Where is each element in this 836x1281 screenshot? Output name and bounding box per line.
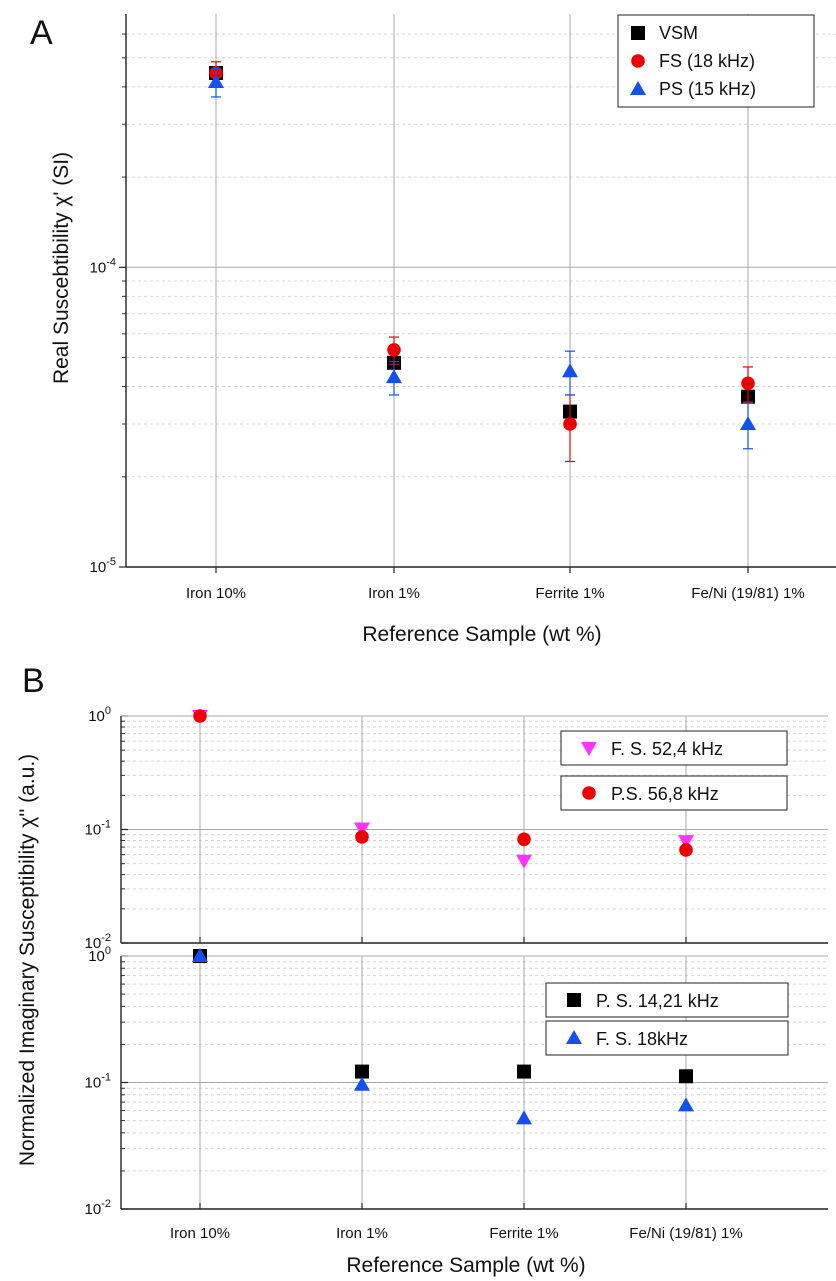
xlabel-a: Reference Sample (wt %) [362,623,601,646]
data-point [208,74,224,89]
data-point [192,948,208,962]
x-tick-label: Iron 1% [336,1225,388,1242]
data-point [563,417,577,431]
x-tick-label: Ferrite 1% [535,585,604,602]
data-point [517,832,531,847]
legend-marker [630,81,646,95]
data-point [679,843,693,857]
data-point [678,1097,694,1112]
x-tick-label: Iron 10% [170,1225,230,1242]
y-tick-label: 10-2 [85,932,111,952]
plot-panel-b-bottom: 100 10-1 10-2 Iron 10% Iron 1% Ferrite 1% Fe/N… [85,945,828,1242]
y-tick-label: 10-5 [90,556,116,576]
legend: F. S. 18kHz [545,1020,789,1056]
ylabel-a: Real Suscebtibility χ' (SI) [50,152,73,384]
y-tick-label: 10-2 [85,1198,111,1218]
legend-label: P.S. 56,8 kHz [611,784,719,804]
legend-label: F. S. 18kHz [596,1029,688,1049]
legend-marker [631,54,645,68]
legend-marker [567,993,581,1007]
legend: F. S. 52,4 kHz [560,730,788,766]
data-point [678,835,694,850]
legend-label: FS (18 kHz) [659,51,755,71]
legend-marker [566,1030,582,1044]
data-point [193,709,207,723]
y-tick-label: 10-4 [90,256,116,276]
data-point [740,416,756,431]
plot-panel-b-top: 100 10-1 10-2 F. S. 52,4 kHz P.S. 56,8 kHz [85,705,828,952]
plot-panel-a: 10-5 10-4 Iron 10% Iron 1% Ferrite 1% Fe/Ni (… [90,14,836,602]
data-point [355,1064,369,1079]
y-tick-label: 10-1 [85,819,111,839]
data-point [355,830,369,844]
data-point [517,1064,531,1079]
data-point [741,376,755,391]
legend-label: P. S. 14,21 kHz [596,991,719,1011]
legend: VSM FS (18 kHz) PS (15 kHz) [617,14,815,108]
y-tick-label: 100 [88,705,111,725]
data-point [387,343,401,357]
xlabel-b: Reference Sample (wt %) [346,1254,585,1277]
data-point [516,854,532,869]
legend-label: VSM [659,23,698,43]
x-tick-label: Fe/Ni (19/81) 1% [691,585,804,602]
data-point [354,822,370,837]
legend: P. S. 14,21 kHz [545,982,789,1018]
legend-marker [581,742,597,756]
legend: P.S. 56,8 kHz [560,775,788,811]
y-tick-label: 10-1 [85,1072,111,1092]
panel-label-a: A [30,14,53,52]
x-tick-label: Iron 10% [186,585,246,602]
data-point [354,1076,370,1091]
x-tick-label: Ferrite 1% [489,1225,558,1242]
panel-label-b: B [22,662,45,700]
data-point [562,363,578,378]
ylabel-b: Normalized Imaginary Susceptibility χ'' … [16,754,39,1166]
y-tick-label: 100 [88,945,111,965]
x-tick-label: Fe/Ni (19/81) 1% [629,1225,742,1242]
data-point [386,369,402,384]
legend-label: PS (15 kHz) [659,79,756,99]
data-point [679,1069,693,1084]
legend-label: F. S. 52,4 kHz [611,739,723,759]
x-tick-label: Iron 1% [368,585,420,602]
legend-marker [631,26,645,40]
legend-marker [582,786,596,800]
data-point [516,1110,532,1125]
